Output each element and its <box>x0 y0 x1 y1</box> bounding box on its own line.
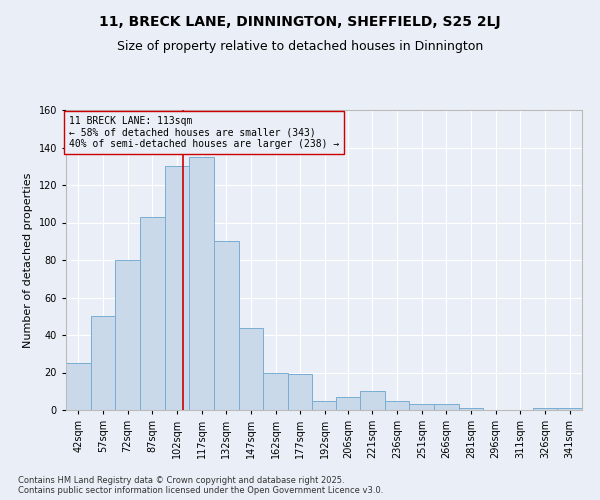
Bar <box>164 166 189 410</box>
Text: 11 BRECK LANE: 113sqm
← 58% of detached houses are smaller (343)
40% of semi-det: 11 BRECK LANE: 113sqm ← 58% of detached … <box>69 116 340 149</box>
Bar <box>140 217 164 410</box>
Bar <box>66 363 91 410</box>
Bar <box>385 400 409 410</box>
Bar <box>239 328 263 410</box>
Bar <box>409 404 434 410</box>
Bar <box>335 397 360 410</box>
Bar <box>263 372 288 410</box>
Y-axis label: Number of detached properties: Number of detached properties <box>23 172 33 348</box>
Text: 11, BRECK LANE, DINNINGTON, SHEFFIELD, S25 2LJ: 11, BRECK LANE, DINNINGTON, SHEFFIELD, S… <box>99 15 501 29</box>
Bar <box>91 316 115 410</box>
Bar <box>557 408 582 410</box>
Text: Size of property relative to detached houses in Dinnington: Size of property relative to detached ho… <box>117 40 483 53</box>
Bar <box>189 157 214 410</box>
Bar <box>360 391 385 410</box>
Bar <box>115 260 140 410</box>
Bar <box>533 408 557 410</box>
Bar <box>459 408 484 410</box>
Bar <box>288 374 313 410</box>
Bar <box>434 404 459 410</box>
Text: Contains HM Land Registry data © Crown copyright and database right 2025.
Contai: Contains HM Land Registry data © Crown c… <box>18 476 383 495</box>
Bar <box>313 400 337 410</box>
Bar <box>214 242 239 410</box>
